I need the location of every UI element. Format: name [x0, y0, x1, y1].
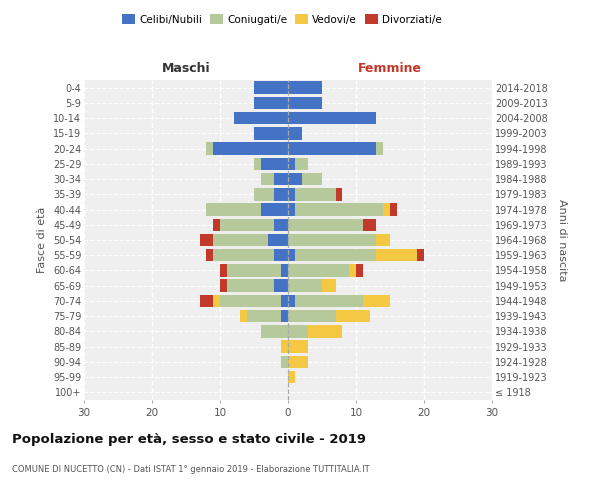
Text: COMUNE DI NUCETTO (CN) - Dati ISTAT 1° gennaio 2019 - Elaborazione TUTTITALIA.IT: COMUNE DI NUCETTO (CN) - Dati ISTAT 1° g…: [12, 466, 370, 474]
Bar: [288, 112, 376, 124]
Bar: [220, 280, 227, 292]
Bar: [213, 142, 288, 155]
Bar: [200, 294, 213, 307]
Bar: [247, 310, 281, 322]
Bar: [295, 188, 335, 200]
Bar: [213, 218, 220, 231]
Bar: [363, 294, 390, 307]
Bar: [281, 294, 288, 307]
Text: Femmine: Femmine: [358, 62, 422, 76]
Bar: [335, 188, 343, 200]
Bar: [288, 82, 322, 94]
Bar: [376, 249, 417, 262]
Bar: [349, 264, 356, 276]
Bar: [302, 173, 322, 186]
Bar: [220, 218, 274, 231]
Legend: Celibi/Nubili, Coniugati/e, Vedovi/e, Divorziati/e: Celibi/Nubili, Coniugati/e, Vedovi/e, Di…: [118, 10, 446, 29]
Bar: [261, 173, 274, 186]
Bar: [220, 294, 281, 307]
Bar: [281, 264, 288, 276]
Bar: [254, 127, 288, 140]
Bar: [288, 280, 322, 292]
Bar: [356, 264, 363, 276]
Bar: [233, 112, 288, 124]
Bar: [288, 142, 376, 155]
Bar: [281, 356, 288, 368]
Bar: [268, 234, 288, 246]
Bar: [288, 158, 295, 170]
Bar: [288, 371, 295, 384]
Bar: [288, 188, 295, 200]
Bar: [295, 158, 308, 170]
Bar: [220, 264, 227, 276]
Bar: [288, 264, 349, 276]
Bar: [261, 325, 288, 338]
Bar: [254, 188, 274, 200]
Bar: [376, 142, 383, 155]
Bar: [376, 234, 390, 246]
Bar: [288, 249, 295, 262]
Text: Popolazione per età, sesso e stato civile - 2019: Popolazione per età, sesso e stato civil…: [12, 432, 366, 446]
Bar: [254, 82, 288, 94]
Bar: [206, 249, 213, 262]
Bar: [288, 234, 376, 246]
Bar: [295, 294, 363, 307]
Bar: [288, 204, 295, 216]
Bar: [288, 325, 308, 338]
Y-axis label: Anni di nascita: Anni di nascita: [557, 198, 567, 281]
Bar: [274, 218, 288, 231]
Bar: [335, 310, 370, 322]
Bar: [390, 204, 397, 216]
Bar: [288, 218, 363, 231]
Bar: [261, 204, 288, 216]
Bar: [281, 310, 288, 322]
Bar: [288, 356, 308, 368]
Bar: [274, 188, 288, 200]
Bar: [288, 127, 302, 140]
Bar: [274, 249, 288, 262]
Bar: [363, 218, 376, 231]
Bar: [308, 325, 343, 338]
Text: Maschi: Maschi: [161, 62, 211, 76]
Bar: [206, 142, 213, 155]
Bar: [288, 310, 335, 322]
Bar: [254, 158, 261, 170]
Bar: [295, 204, 383, 216]
Bar: [281, 340, 288, 353]
Bar: [288, 340, 308, 353]
Bar: [295, 249, 376, 262]
Bar: [288, 173, 302, 186]
Bar: [213, 234, 268, 246]
Bar: [274, 173, 288, 186]
Bar: [274, 280, 288, 292]
Bar: [213, 294, 220, 307]
Bar: [254, 96, 288, 109]
Bar: [241, 310, 247, 322]
Bar: [227, 264, 281, 276]
Bar: [213, 249, 274, 262]
Y-axis label: Fasce di età: Fasce di età: [37, 207, 47, 273]
Bar: [417, 249, 424, 262]
Bar: [288, 294, 295, 307]
Bar: [200, 234, 213, 246]
Bar: [206, 204, 261, 216]
Bar: [288, 96, 322, 109]
Bar: [383, 204, 390, 216]
Bar: [261, 158, 288, 170]
Bar: [227, 280, 274, 292]
Bar: [322, 280, 335, 292]
